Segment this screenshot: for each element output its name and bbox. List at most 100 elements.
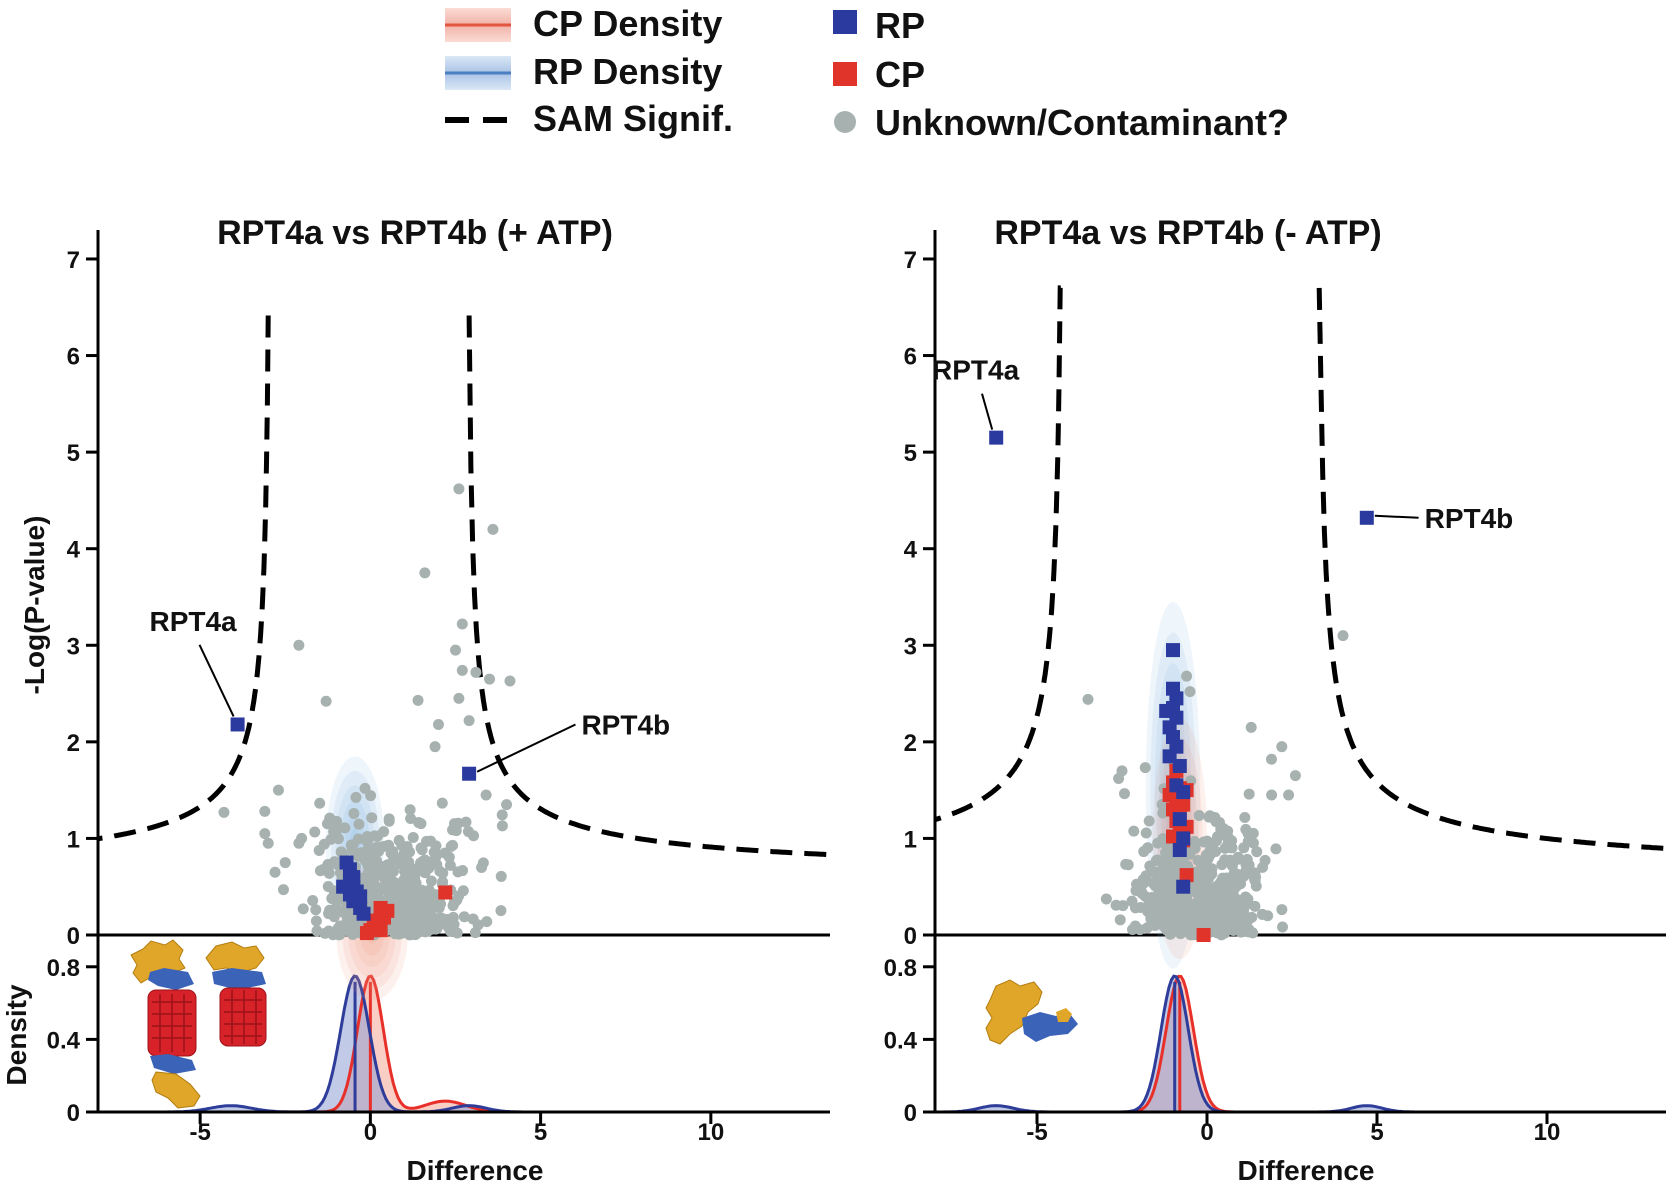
plus-atp-density-ytick-label: 0 — [67, 1100, 80, 1127]
unknown-point — [361, 830, 373, 842]
unknown-point — [359, 782, 371, 794]
unknown-point — [1276, 741, 1288, 753]
unknown-point — [1146, 891, 1158, 903]
unknown-point — [277, 884, 289, 896]
legend: CP Density RP Density SAM Signif. RP CP … — [445, 3, 1289, 143]
minus-atp-cp-density-line — [935, 974, 1666, 1114]
panel-minus-atp-xlabel: Difference — [1238, 1155, 1375, 1186]
legend-unknown: Unknown/Contaminant? — [834, 102, 1289, 143]
rp-point — [1172, 843, 1187, 858]
unknown-point — [1231, 913, 1243, 925]
unknown-point — [352, 850, 364, 862]
cp-point — [373, 923, 388, 938]
unknown-point — [1140, 827, 1152, 839]
unknown-point — [445, 840, 457, 852]
unknown-point — [434, 865, 446, 877]
unknown-point — [1266, 789, 1278, 801]
unknown-point — [412, 694, 424, 706]
unknown-point — [1241, 853, 1253, 865]
proteasome-single-cap-icon — [205, 941, 267, 1047]
unknown-point — [1222, 838, 1234, 850]
unknown-point — [388, 853, 400, 865]
unknown-point — [307, 895, 319, 907]
unknown-point — [293, 837, 305, 849]
unknown-point — [1167, 908, 1179, 920]
rp-point — [230, 717, 245, 732]
unknown-point — [339, 822, 351, 834]
unknown-point — [1153, 884, 1165, 896]
unknown-point — [313, 844, 325, 856]
unknown-point — [1337, 630, 1349, 642]
unknown-point — [1138, 846, 1150, 858]
unknown-point — [1183, 915, 1195, 927]
plus-atp-xtick-label: 0 — [364, 1119, 377, 1146]
minus-atp-xtick-label: 5 — [1370, 1119, 1383, 1146]
plus-atp-label-leader — [198, 644, 235, 717]
unknown-point — [1134, 924, 1146, 936]
rp-point — [1176, 879, 1191, 894]
minus-atp-ytick-label: 5 — [904, 440, 917, 467]
unknown-point — [269, 866, 281, 878]
unknown-point — [1259, 854, 1271, 866]
unknown-point — [297, 903, 309, 915]
unknown-point — [429, 901, 441, 913]
unknown-point — [352, 833, 364, 845]
unknown-point — [1181, 670, 1193, 682]
unknown-point — [399, 866, 411, 878]
panel-minus-atp-title: RPT4a vs RPT4b (- ATP) — [994, 214, 1381, 252]
unknown-point — [1247, 927, 1259, 939]
plus-atp-sam-right — [466, 315, 830, 858]
minus-atp-sam-curves — [935, 285, 1666, 851]
structure2-base — [212, 968, 266, 990]
unknown-point — [1140, 870, 1152, 882]
unknown-point — [472, 919, 484, 931]
unknown-point — [1243, 788, 1255, 800]
structure-core-texture — [152, 994, 192, 1052]
unknown-point — [413, 817, 425, 829]
minus-atp-density-ytick-label: 0.8 — [884, 955, 917, 982]
unknown-point — [1270, 843, 1282, 855]
plus-atp-xtick-label: 10 — [697, 1119, 724, 1146]
unknown-point — [496, 820, 508, 832]
unknown-point — [1211, 835, 1223, 847]
unknown-point — [1184, 848, 1196, 860]
rp-point — [1176, 785, 1191, 800]
unknown-point — [456, 664, 468, 676]
unknown-point — [1265, 753, 1277, 765]
structure-base-bottom — [150, 1054, 196, 1074]
unknown-point — [1165, 866, 1177, 878]
rp-point — [1359, 510, 1374, 525]
minus-atp-rp-points — [989, 430, 1374, 894]
plus-atp-unknown-points — [218, 483, 516, 941]
rp-point — [1166, 643, 1180, 658]
plus-atp-ytick-label: 3 — [67, 633, 80, 660]
unknown-point — [1183, 923, 1195, 935]
unknown-point — [310, 904, 322, 916]
unknown-point — [1225, 877, 1237, 889]
unknown-point — [338, 919, 350, 931]
unknown-point — [1118, 788, 1130, 800]
unknown-point — [1172, 855, 1184, 867]
unknown-point — [429, 741, 441, 753]
unknown-point — [329, 856, 341, 868]
unknown-point — [1235, 926, 1247, 938]
unknown-point — [422, 925, 434, 937]
minus-atp-label-leader — [1374, 514, 1419, 519]
unknown-point — [379, 840, 391, 852]
plus-atp-sam-left — [98, 315, 271, 842]
minus-atp-ytick-label: 6 — [904, 344, 917, 371]
unknown-point — [1157, 807, 1169, 819]
unknown-point — [1206, 915, 1218, 927]
unknown-point — [419, 567, 431, 579]
unknown-point — [1128, 825, 1140, 837]
unknown-point — [1130, 884, 1142, 896]
unknown-point — [1191, 880, 1203, 892]
unknown-point — [415, 842, 427, 854]
legend-cp: CP — [833, 54, 925, 95]
unknown-point — [362, 843, 374, 855]
regulatory-particle-icon — [985, 979, 1078, 1045]
unknown-point — [1160, 924, 1172, 936]
unknown-point — [1276, 904, 1288, 916]
unknown-point — [458, 911, 470, 923]
unknown-point — [1239, 811, 1251, 823]
